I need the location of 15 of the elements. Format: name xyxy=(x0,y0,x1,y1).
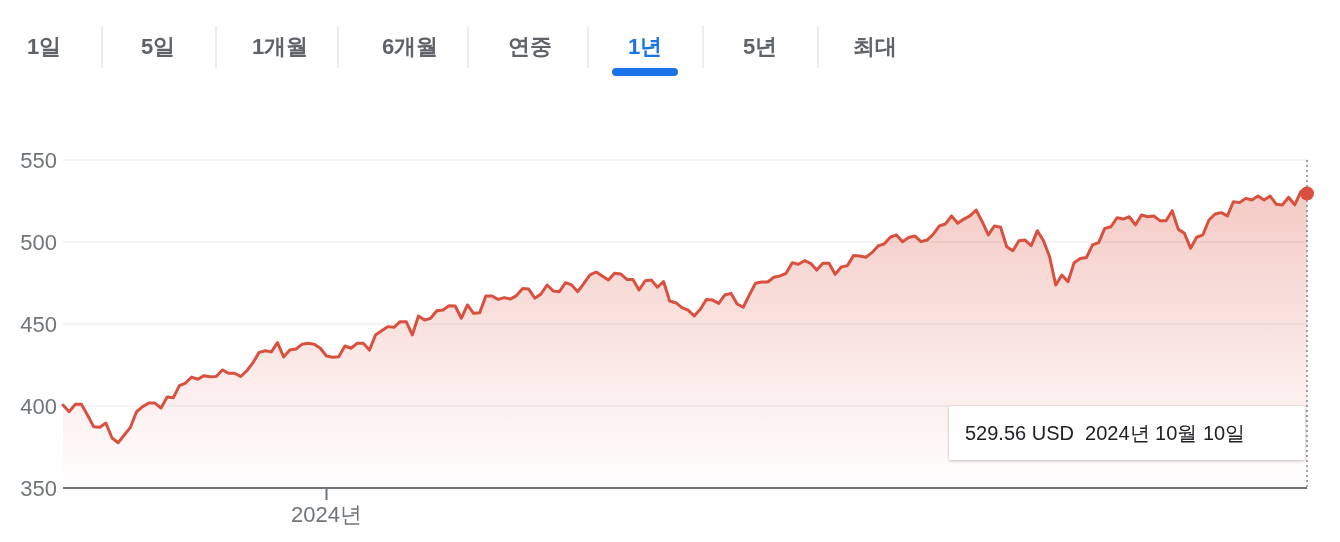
y-tick-label: 450 xyxy=(20,311,57,337)
x-tick-label: 2024년 xyxy=(291,502,362,527)
text: 1일 xyxy=(26,34,62,59)
annotation: 529.56 USD 2024년 10월 10일 xyxy=(965,422,1246,444)
text: 최대 xyxy=(853,34,897,59)
y-tick-label: 550 xyxy=(20,147,57,173)
text: 1개월 xyxy=(251,34,309,59)
y-tick-label: 400 xyxy=(20,393,57,419)
text: 1년 xyxy=(627,34,663,59)
text: 6개월 xyxy=(381,34,439,59)
text: 5일 xyxy=(140,34,176,59)
text: 연중 xyxy=(508,34,552,59)
text: 5년 xyxy=(742,34,778,59)
y-tick-label: 500 xyxy=(20,229,57,255)
y-tick-label: 350 xyxy=(20,475,57,501)
